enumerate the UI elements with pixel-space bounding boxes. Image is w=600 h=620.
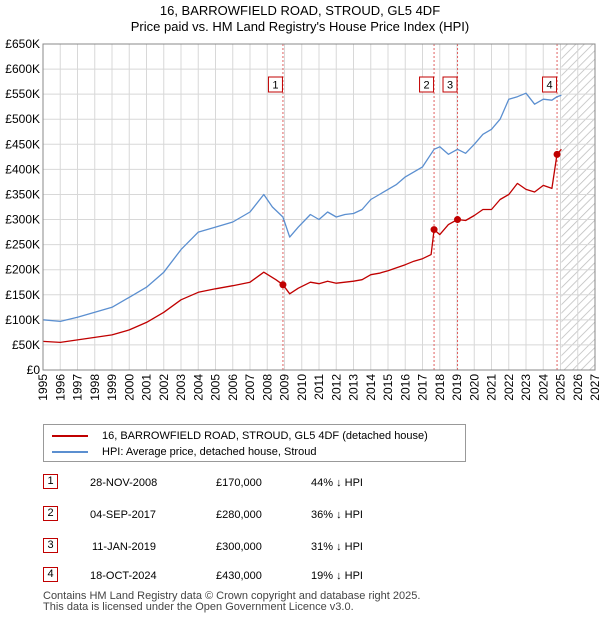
chart-title: 16, BARROWFIELD ROAD, STROUD, GL5 4DF — [159, 3, 441, 18]
legend-label-hpi: HPI: Average price, detached house, Stro… — [102, 446, 317, 458]
x-tick-label: 2010 — [295, 374, 309, 401]
sale-number: 2 — [43, 506, 58, 521]
y-tick-label: £0 — [27, 363, 41, 377]
y-tick-label: £250K — [5, 238, 40, 252]
sale-marker-box — [267, 76, 283, 93]
x-tick-label: 1995 — [36, 374, 50, 401]
x-tick-label: 2025 — [554, 374, 568, 401]
y-tick-label: £300K — [5, 213, 40, 227]
x-tick-label: 2006 — [226, 374, 240, 401]
y-tick-label: £600K — [5, 62, 40, 76]
footer-licence: This data is licensed under the Open Gov… — [43, 601, 354, 613]
legend: 16, BARROWFIELD ROAD, STROUD, GL5 4DF (d… — [43, 424, 466, 462]
x-tick-label: 2012 — [329, 374, 343, 401]
x-tick-label: 2000 — [122, 374, 136, 401]
x-tick-label: 2008 — [260, 374, 274, 401]
sale-price: £430,000 — [216, 570, 262, 582]
y-tick-label: £650K — [5, 37, 40, 51]
sale-marker-box — [419, 76, 435, 93]
x-tick-label: 2007 — [243, 374, 257, 401]
x-tick-label: 2026 — [571, 374, 585, 401]
sale-hpi-diff: 36% ↓ HPI — [311, 509, 363, 521]
sale-date: 18-OCT-2024 — [90, 570, 157, 582]
x-tick-label: 2016 — [398, 374, 412, 401]
x-tick-label: 2021 — [485, 374, 499, 401]
x-tick-label: 1996 — [53, 374, 67, 401]
y-tick-label: £400K — [5, 162, 40, 176]
x-tick-label: 2019 — [450, 374, 464, 401]
sale-marker-label: 4 — [546, 80, 552, 92]
x-tick-label: 2011 — [312, 374, 326, 400]
y-tick-label: £100K — [5, 313, 40, 327]
chart-subtitle: Price paid vs. HM Land Registry's House … — [130, 19, 470, 34]
hpi-line — [42, 92, 562, 323]
sale-number: 1 — [43, 474, 58, 489]
plot-border — [42, 43, 596, 371]
x-tick-label: 1997 — [71, 374, 85, 401]
y-tick-label: £50K — [12, 338, 40, 352]
x-tick-label: 2003 — [174, 374, 188, 401]
y-tick-label: £500K — [5, 112, 40, 126]
y-tick-label: £450K — [5, 137, 40, 151]
x-tick-label: 2017 — [416, 374, 430, 401]
sale-hpi-diff: 44% ↓ HPI — [311, 477, 363, 489]
y-tick-label: £200K — [5, 263, 40, 277]
sale-price: £170,000 — [216, 477, 262, 489]
sale-marker-box — [442, 76, 458, 93]
footer-copyright: Contains HM Land Registry data © Crown c… — [43, 590, 421, 602]
x-tick-label: 2001 — [140, 374, 154, 401]
sale-date: 04-SEP-2017 — [90, 509, 157, 521]
x-tick-label: 2023 — [519, 374, 533, 401]
sale-price: £280,000 — [216, 509, 262, 521]
x-tick-label: 2005 — [209, 374, 223, 401]
legend-label-property: 16, BARROWFIELD ROAD, STROUD, GL5 4DF (d… — [102, 430, 428, 442]
sale-point — [553, 150, 561, 158]
sale-marker-label: 2 — [423, 80, 429, 92]
x-tick-label: 2027 — [588, 374, 600, 401]
legend-swatch-property — [52, 435, 88, 437]
x-tick-label: 2018 — [433, 374, 447, 401]
y-tick-label: £350K — [5, 187, 40, 201]
x-tick-label: 2015 — [381, 374, 395, 401]
x-tick-label: 1998 — [88, 374, 102, 401]
sale-price: £300,000 — [216, 541, 262, 553]
price-chart: £0 £50K £100K £150K £200K £250K £300K £350K £400… — [5, 37, 600, 401]
x-tick-label: 2013 — [347, 374, 361, 401]
sale-marker-label: 1 — [272, 80, 278, 92]
sale-point — [279, 281, 287, 289]
x-tick-label: 2024 — [536, 374, 550, 401]
sale-number: 4 — [43, 567, 58, 582]
sale-date: 28-NOV-2008 — [90, 477, 158, 489]
x-tick-label: 2022 — [502, 374, 516, 401]
sale-marker-box — [542, 76, 558, 93]
x-tick-label: 2020 — [467, 374, 481, 401]
property-price-line — [42, 148, 562, 344]
x-tick-label: 2002 — [157, 374, 171, 401]
x-tick-label: 2004 — [191, 374, 205, 401]
sale-date: 11-JAN-2019 — [92, 541, 156, 553]
sale-marker-label: 3 — [447, 80, 453, 92]
sale-point — [454, 216, 462, 224]
y-tick-label: £150K — [5, 288, 40, 302]
x-tick-label: 2009 — [278, 374, 292, 401]
sale-number: 3 — [43, 538, 58, 553]
x-tick-label: 2014 — [364, 374, 378, 401]
sale-hpi-diff: 31% ↓ HPI — [311, 541, 363, 553]
sale-hpi-diff: 19% ↓ HPI — [311, 570, 363, 582]
x-tick-label: 1999 — [105, 374, 119, 401]
y-tick-label: £550K — [5, 87, 40, 101]
sale-point — [430, 226, 438, 234]
legend-swatch-hpi — [52, 451, 88, 453]
